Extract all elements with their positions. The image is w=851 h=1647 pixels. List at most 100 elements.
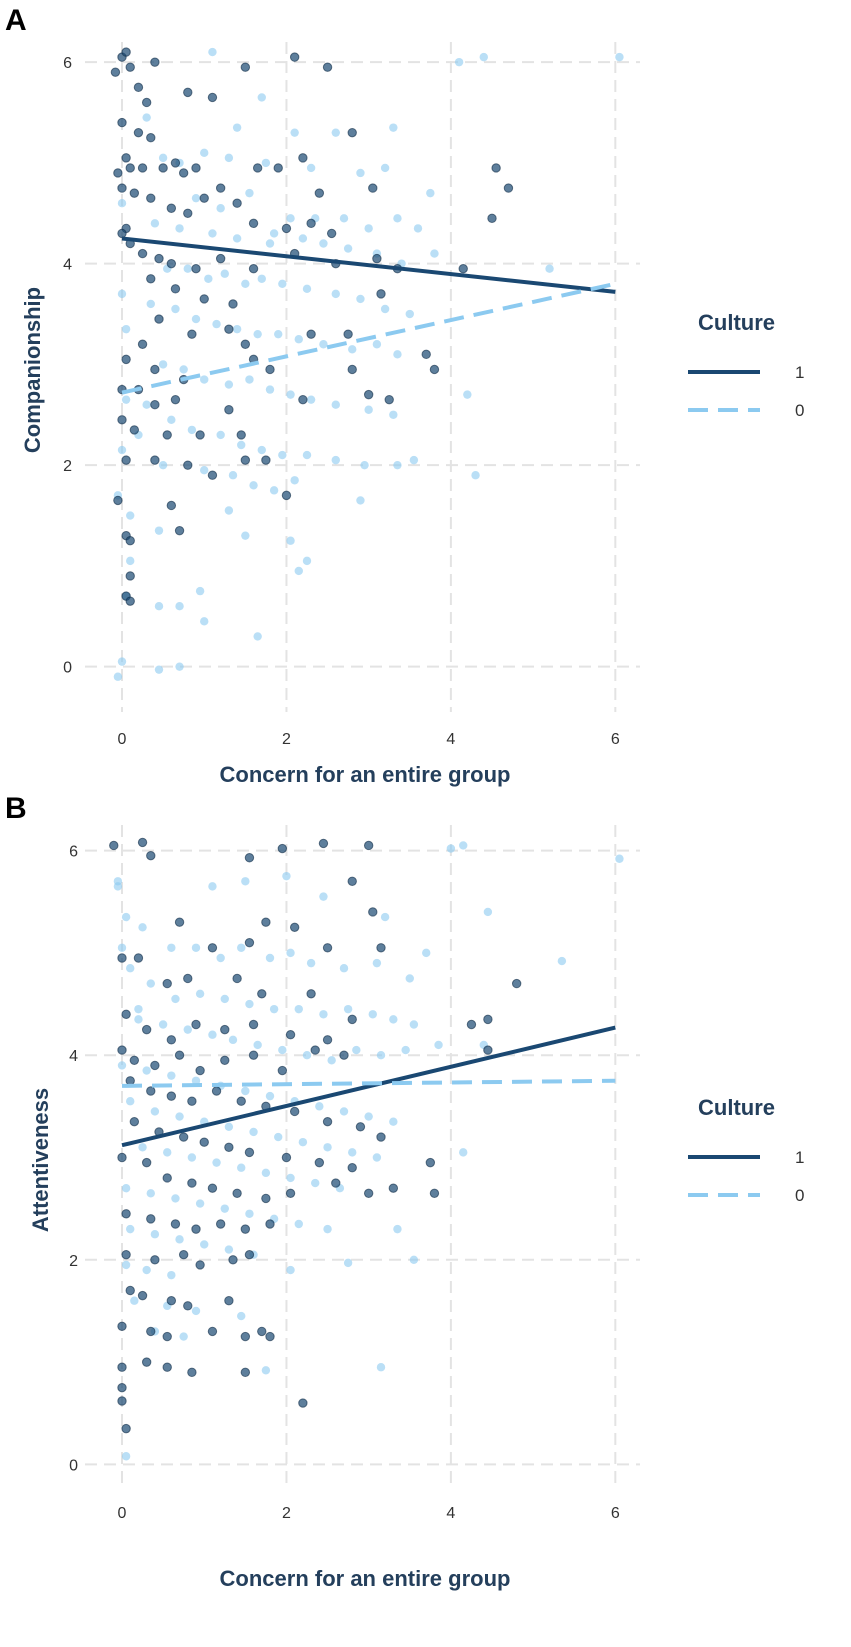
- data-point: [121, 153, 131, 163]
- data-point: [175, 662, 184, 671]
- data-point: [261, 1168, 271, 1178]
- data-point: [286, 1265, 295, 1275]
- data-point: [277, 1065, 288, 1076]
- data-point: [187, 425, 197, 435]
- data-point: [154, 665, 164, 674]
- data-point: [141, 97, 152, 108]
- data-point: [178, 168, 189, 178]
- data-point: [356, 168, 365, 178]
- data-point: [121, 395, 131, 404]
- data-point: [339, 1107, 349, 1116]
- data-point: [327, 1056, 336, 1065]
- data-point: [110, 67, 121, 77]
- data-point: [208, 229, 217, 238]
- data-point: [117, 183, 127, 193]
- data-point: [166, 258, 177, 269]
- data-point: [265, 1219, 275, 1229]
- data-point: [265, 953, 275, 963]
- data-point: [207, 943, 218, 953]
- data-point: [615, 854, 624, 863]
- data-point: [483, 907, 493, 917]
- data-point: [137, 1290, 148, 1301]
- data-point: [364, 1112, 373, 1121]
- data-point: [126, 556, 135, 566]
- data-point: [318, 838, 329, 849]
- data-point: [158, 163, 168, 173]
- data-point: [302, 556, 312, 566]
- data-point: [368, 907, 378, 917]
- data-point: [191, 1306, 201, 1316]
- data-point: [167, 1071, 176, 1080]
- data-point: [339, 1050, 349, 1060]
- data-point: [261, 455, 271, 465]
- data-point: [348, 1148, 357, 1157]
- data-point: [253, 329, 262, 339]
- data-point: [146, 1086, 156, 1096]
- data-point: [138, 1143, 147, 1152]
- data-point: [368, 183, 378, 193]
- data-point: [265, 1091, 275, 1101]
- data-point: [117, 1152, 127, 1163]
- legend-label-0: 0: [795, 401, 804, 420]
- data-point: [162, 430, 172, 440]
- data-point: [363, 389, 374, 400]
- data-point: [142, 113, 151, 122]
- data-point: [253, 632, 262, 641]
- data-point: [237, 440, 246, 450]
- data-point: [545, 264, 554, 273]
- data-point: [216, 430, 225, 440]
- data-point: [261, 917, 271, 927]
- data-point: [389, 1015, 398, 1024]
- data-point: [319, 340, 328, 349]
- data-point: [224, 324, 234, 334]
- data-point: [376, 943, 386, 953]
- data-point: [171, 1194, 180, 1203]
- data-point: [319, 892, 328, 901]
- data-point: [372, 958, 382, 968]
- data-point: [150, 1060, 160, 1071]
- x-axis-title: Concern for an entire group: [220, 1566, 511, 1591]
- data-point: [141, 1024, 152, 1035]
- data-point: [240, 62, 251, 72]
- data-point: [171, 994, 180, 1004]
- data-point: [224, 1296, 234, 1306]
- data-point: [459, 841, 468, 850]
- data-point: [220, 269, 229, 278]
- series-0-points: [113, 47, 624, 681]
- data-point: [126, 964, 135, 973]
- data-point: [162, 1331, 172, 1342]
- data-point: [170, 158, 181, 168]
- data-point: [199, 193, 209, 203]
- data-point: [326, 228, 337, 239]
- data-point: [389, 410, 398, 419]
- data-point: [376, 1050, 386, 1060]
- data-point: [125, 536, 135, 546]
- data-point: [146, 1189, 155, 1198]
- data-point: [178, 1249, 189, 1260]
- data-point: [240, 1331, 251, 1342]
- data-point: [282, 871, 291, 881]
- data-point: [137, 248, 148, 259]
- data-point: [150, 1107, 160, 1116]
- data-point: [356, 496, 365, 505]
- data-point: [154, 253, 164, 264]
- x-tick-label: 4: [446, 731, 455, 748]
- data-point: [405, 974, 414, 983]
- data-point: [273, 163, 283, 173]
- data-point: [261, 1366, 271, 1375]
- data-point: [200, 1240, 209, 1249]
- data-point: [248, 1019, 259, 1030]
- data-point: [183, 1301, 193, 1311]
- trend-line-0: [121, 281, 616, 395]
- data-point: [158, 360, 168, 369]
- y-tick-label: 4: [63, 257, 72, 274]
- data-point: [167, 1270, 176, 1280]
- data-point: [393, 460, 402, 470]
- data-point: [146, 1214, 156, 1224]
- data-point: [347, 1163, 357, 1173]
- data-point: [241, 877, 250, 886]
- data-point: [154, 314, 164, 324]
- data-point: [121, 1423, 131, 1434]
- data-point: [232, 234, 242, 243]
